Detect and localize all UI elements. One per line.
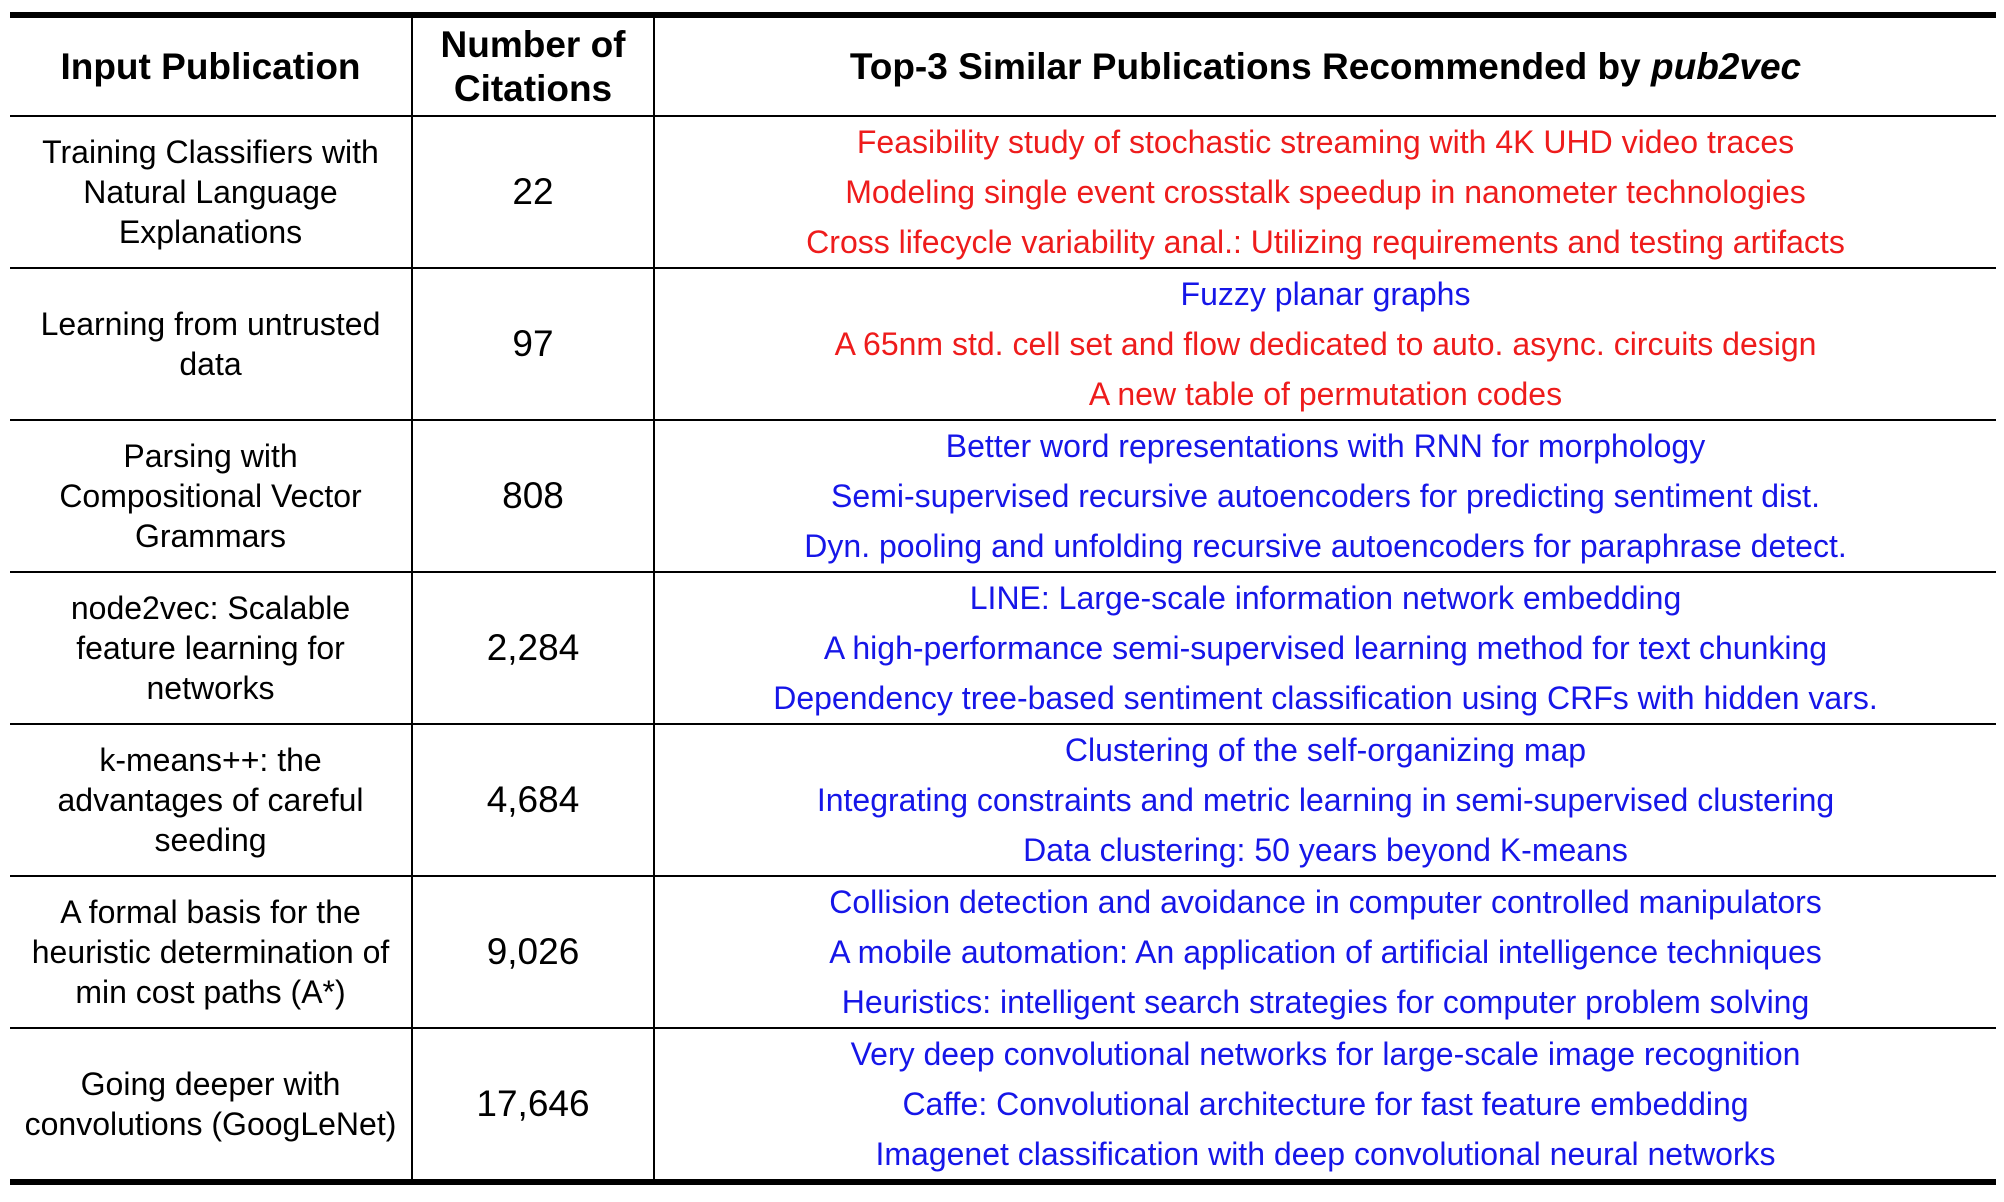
table-row: Parsing with Compositional Vector Gramma… xyxy=(10,420,1996,573)
recommended-publication: Very deep convolutional networks for lar… xyxy=(850,1036,1801,1072)
recommended-publication: Clustering of the self-organizing map xyxy=(1064,732,1587,768)
recommendations-cell: Clustering of the self-organizing map Int… xyxy=(653,724,1996,877)
header-input-publication: Input Publication xyxy=(10,12,412,117)
table-row: k-means++: the advantages of careful see… xyxy=(10,724,1996,877)
recommended-publication: Integrating constraints and metric learn… xyxy=(816,782,1835,818)
citation-count-cell: 22 xyxy=(411,116,654,269)
header-top3-recommendations: Top-3 Similar Publications Recommended b… xyxy=(653,12,1996,117)
recommendation-table: Input Publication Number of Citations To… xyxy=(10,12,1996,1185)
input-publication-cell: node2vec: Scalable feature learning for … xyxy=(10,572,412,725)
input-publication-cell: Parsing with Compositional Vector Gramma… xyxy=(10,420,412,573)
table-row: Going deeper with convolutions (GoogLeNe… xyxy=(10,1028,1996,1185)
recommended-publication: Modeling single event crosstalk speedup … xyxy=(845,174,1806,210)
table-row: node2vec: Scalable feature learning for … xyxy=(10,572,1996,725)
citation-count-cell: 17,646 xyxy=(411,1028,654,1185)
input-publication-cell: Learning from untrusted data xyxy=(10,268,412,421)
citation-count-cell: 2,284 xyxy=(411,572,654,725)
recommended-publication: Fuzzy planar graphs xyxy=(1180,276,1471,312)
recommended-publication: A high-performance semi-supervised learn… xyxy=(823,630,1828,666)
input-publication-cell: k-means++: the advantages of careful see… xyxy=(10,724,412,877)
recommendations-cell: Collision detection and avoidance in com… xyxy=(653,876,1996,1029)
citation-count-cell: 9,026 xyxy=(411,876,654,1029)
citation-count-cell: 4,684 xyxy=(411,724,654,877)
recommended-publication: A mobile automation: An application of a… xyxy=(829,934,1822,970)
recommended-publication: Feasibility study of stochastic streamin… xyxy=(856,124,1795,160)
recommendations-cell: Fuzzy planar graphs A 65nm std. cell set … xyxy=(653,268,1996,421)
table-header: Input Publication Number of Citations To… xyxy=(10,12,1996,117)
input-publication-cell: Going deeper with convolutions (GoogLeNe… xyxy=(10,1028,412,1185)
recommended-publication: Dependency tree-based sentiment classifi… xyxy=(773,680,1878,716)
recommendations-cell: Very deep convolutional networks for lar… xyxy=(653,1028,1996,1185)
recommended-publication: Better word representations with RNN for… xyxy=(945,428,1706,464)
header-recs-prefix: Top-3 Similar Publications Recommended b… xyxy=(849,45,1651,87)
citation-count-cell: 97 xyxy=(411,268,654,421)
header-number-of-citations: Number of Citations xyxy=(411,12,654,117)
table-row: A formal basis for the heuristic determi… xyxy=(10,876,1996,1029)
recommended-publication: Semi-supervised recursive autoencoders f… xyxy=(831,478,1820,514)
recommended-publication: Caffe: Convolutional architecture for fa… xyxy=(902,1086,1749,1122)
table-row: Training Classifiers with Natural Langua… xyxy=(10,116,1996,269)
recommended-publication: Collision detection and avoidance in com… xyxy=(829,884,1822,920)
recommendations-cell: Better word representations with RNN for… xyxy=(653,420,1996,573)
citation-count-cell: 808 xyxy=(411,420,654,573)
table-row: Learning from untrusted data 97 Fuzzy plan… xyxy=(10,268,1996,421)
recommendations-cell: LINE: Large-scale information network em… xyxy=(653,572,1996,725)
recommendations-cell: Feasibility study of stochastic streamin… xyxy=(653,116,1996,269)
recommended-publication: Heuristics: intelligent search strategie… xyxy=(841,984,1810,1020)
recommended-publication: Cross lifecycle variability anal.: Utili… xyxy=(806,224,1845,260)
input-publication-cell: A formal basis for the heuristic determi… xyxy=(10,876,412,1029)
recommended-publication: LINE: Large-scale information network em… xyxy=(969,580,1682,616)
input-publication-cell: Training Classifiers with Natural Langua… xyxy=(10,116,412,269)
recommended-publication: A new table of permutation codes xyxy=(1088,376,1563,412)
recommended-publication: Imagenet classification with deep convol… xyxy=(875,1136,1776,1172)
recommended-publication: Dyn. pooling and unfolding recursive aut… xyxy=(804,528,1847,564)
recommended-publication: Data clustering: 50 years beyond K-means xyxy=(1023,832,1628,868)
table-body: Training Classifiers with Natural Langua… xyxy=(10,116,1996,1185)
header-method-name: pub2vec xyxy=(1651,45,1802,87)
recommended-publication: A 65nm std. cell set and flow dedicated … xyxy=(834,326,1817,362)
header-row: Input Publication Number of Citations To… xyxy=(10,12,1996,117)
